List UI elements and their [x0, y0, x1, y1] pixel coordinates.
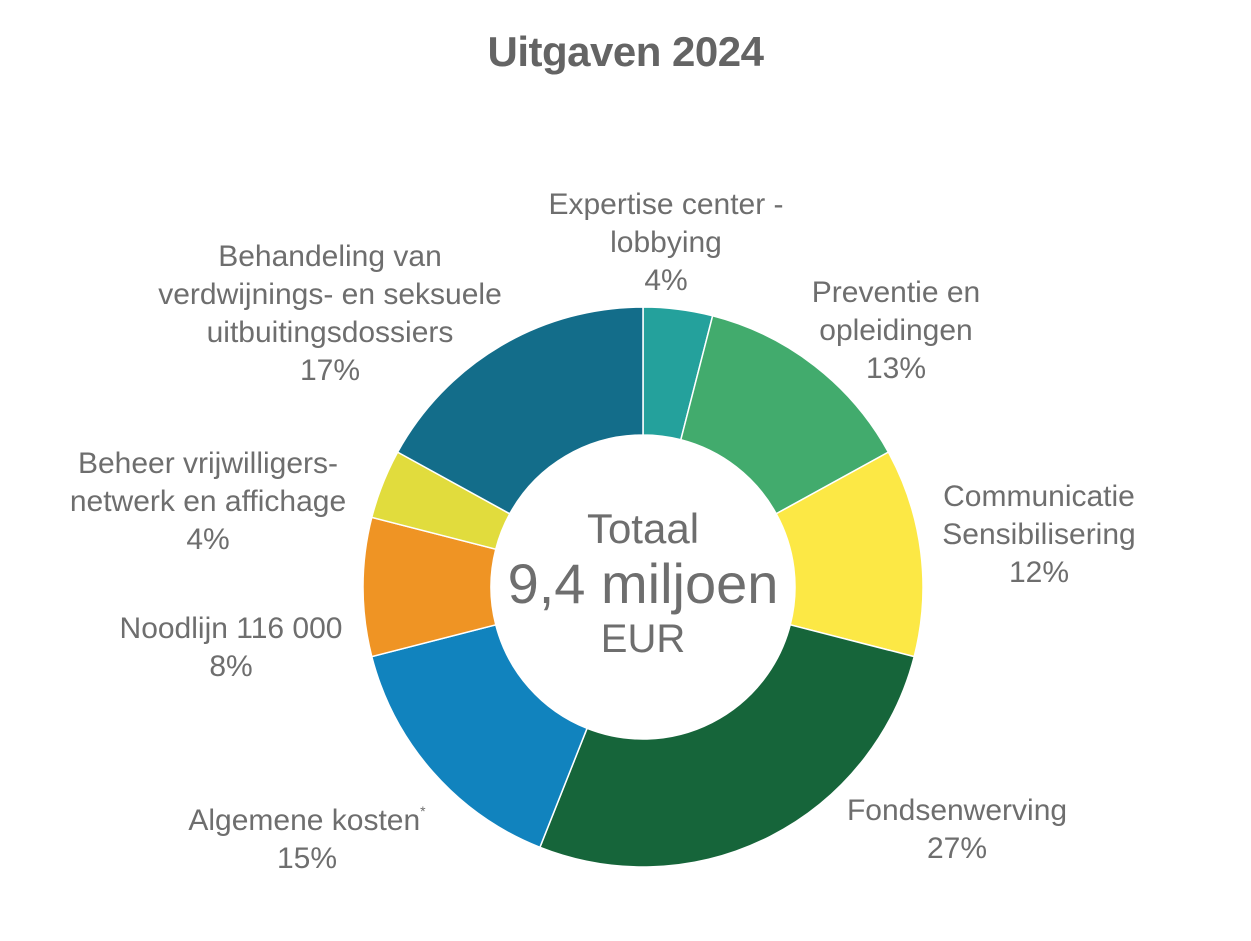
slice-label-text: uitbuitingsdossiers: [206, 316, 454, 349]
slice-label-text: Fondsenwerving: [846, 794, 1068, 827]
slice-label-text: Behandeling van: [218, 240, 442, 273]
slice-label-text: Preventie en: [811, 276, 981, 309]
donut-slices: [362, 306, 924, 868]
slice-label-text: lobbying: [610, 226, 722, 259]
donut-slice: [370, 623, 589, 849]
slice-percentage: 27%: [926, 832, 988, 865]
slice-label: Algemene kosten* 15%: [188, 792, 425, 878]
center-total-value: 9,4 miljoen: [507, 552, 779, 615]
slice-label-footnote-mark: *: [420, 803, 426, 819]
slice-label: Expertise center - lobbying 4%: [548, 186, 783, 300]
slice-label-text: Noodlijn 116 000: [119, 612, 343, 645]
slice-percentage: 17%: [299, 354, 361, 387]
donut-center-total: Totaal 9,4 miljoen EUR: [508, 505, 779, 663]
center-total-unit: EUR: [600, 617, 686, 661]
slice-percentage: 4%: [644, 264, 688, 297]
slice-label-text: Algemene kosten*: [188, 803, 426, 837]
donut-slice: [538, 623, 916, 868]
slice-label-text: Beheer vrijwilligers-: [77, 447, 339, 480]
center-total-label: Totaal: [586, 505, 700, 552]
slice-label: Behandeling van verdwijnings- en seksuele…: [158, 238, 502, 390]
chart-title: Uitgaven 2024: [487, 28, 764, 75]
slice-label: Beheer vrijwilligers-netwerk en affichag…: [70, 445, 346, 559]
slice-label-text: Expertise center -: [548, 188, 784, 221]
slice-label-text: verdwijnings- en seksuele: [158, 278, 502, 311]
slice-label: Communicatie Sensibilisering 12%: [942, 478, 1135, 592]
slice-label-text: Communicatie: [943, 480, 1135, 513]
slice-label: Noodlijn 116 000 8%: [120, 610, 343, 686]
slice-label: Fondsenwerving 27%: [847, 792, 1067, 868]
slice-percentage: 12%: [1008, 556, 1070, 589]
slice-label: Preventie en opleidingen 13%: [812, 274, 980, 388]
slice-percentage: 15%: [276, 842, 338, 875]
donut-slice: [396, 306, 644, 515]
slice-label-text: Sensibilisering: [942, 518, 1136, 551]
slice-percentage: 8%: [209, 650, 253, 683]
slice-label-text: netwerk en affichage: [69, 485, 347, 518]
slice-percentage: 13%: [865, 352, 927, 385]
slice-percentage: 4%: [186, 523, 230, 556]
slice-label-text: opleidingen: [819, 314, 973, 347]
